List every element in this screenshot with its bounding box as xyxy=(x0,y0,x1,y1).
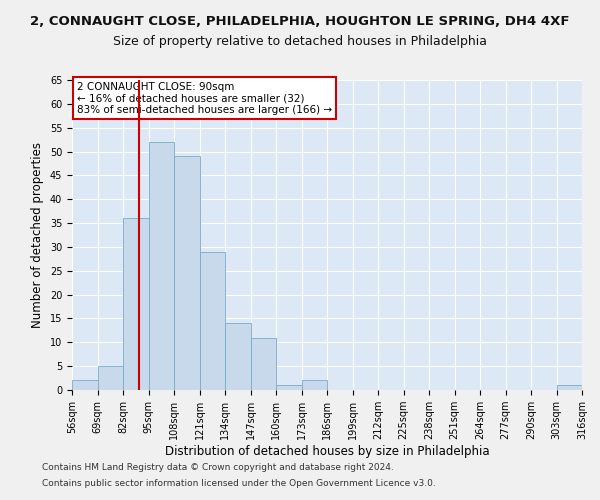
Bar xyxy=(276,385,302,390)
Bar xyxy=(174,156,199,390)
Bar xyxy=(557,385,582,390)
Bar xyxy=(199,252,225,390)
Text: 2, CONNAUGHT CLOSE, PHILADELPHIA, HOUGHTON LE SPRING, DH4 4XF: 2, CONNAUGHT CLOSE, PHILADELPHIA, HOUGHT… xyxy=(30,15,570,28)
Text: Contains public sector information licensed under the Open Government Licence v3: Contains public sector information licen… xyxy=(42,478,436,488)
Bar xyxy=(302,380,327,390)
Text: Contains HM Land Registry data © Crown copyright and database right 2024.: Contains HM Land Registry data © Crown c… xyxy=(42,464,394,472)
Bar xyxy=(251,338,276,390)
Text: 2 CONNAUGHT CLOSE: 90sqm
← 16% of detached houses are smaller (32)
83% of semi-d: 2 CONNAUGHT CLOSE: 90sqm ← 16% of detach… xyxy=(77,82,332,115)
Bar xyxy=(225,323,251,390)
Bar xyxy=(98,366,123,390)
Text: Size of property relative to detached houses in Philadelphia: Size of property relative to detached ho… xyxy=(113,35,487,48)
Bar xyxy=(123,218,149,390)
Bar xyxy=(72,380,97,390)
Bar xyxy=(149,142,174,390)
X-axis label: Distribution of detached houses by size in Philadelphia: Distribution of detached houses by size … xyxy=(164,445,490,458)
Y-axis label: Number of detached properties: Number of detached properties xyxy=(31,142,44,328)
